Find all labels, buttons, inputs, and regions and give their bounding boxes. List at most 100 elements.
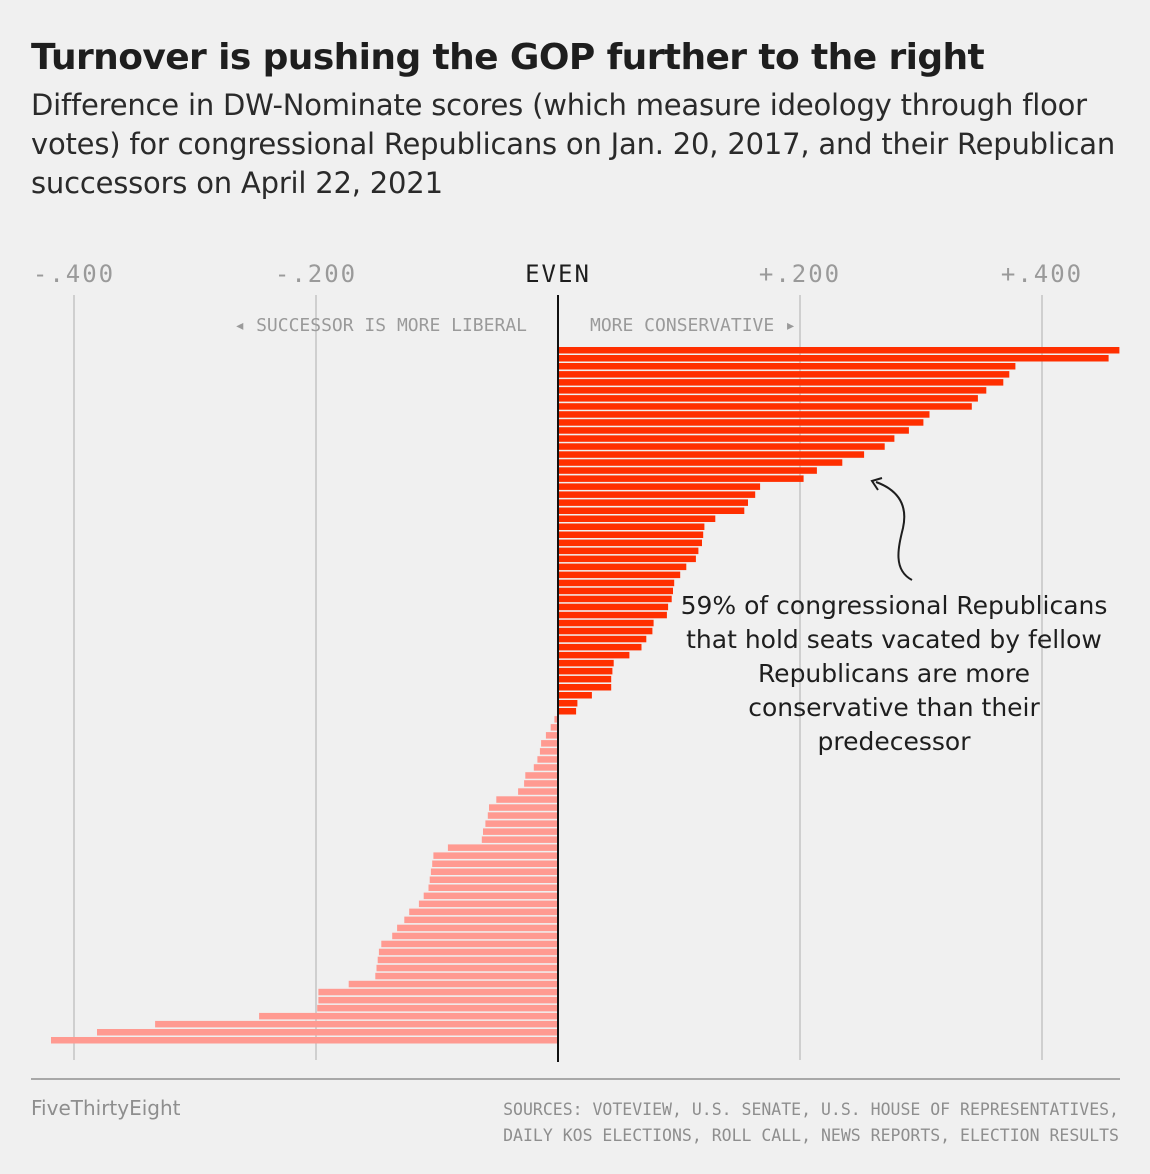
annotation-text: 59% of congressional Republicans that ho…: [680, 591, 1108, 756]
bar: [558, 443, 885, 450]
bar: [558, 411, 930, 418]
bar: [397, 924, 558, 932]
bar: [418, 900, 559, 908]
bar: [558, 667, 613, 675]
bar: [558, 475, 804, 482]
bar: [558, 635, 647, 643]
bar: [558, 451, 865, 458]
bar: [558, 387, 987, 394]
bar: [558, 355, 1109, 362]
bar: [558, 515, 716, 522]
sources-note: SOURCES: VOTEVIEW, U.S. SENATE, U.S. HOU…: [419, 1097, 1119, 1149]
bar: [375, 972, 558, 980]
bar: [558, 523, 705, 530]
bar: [541, 740, 558, 747]
x-tick-label: EVEN: [525, 260, 591, 288]
bar: [433, 852, 558, 859]
bar: [259, 1012, 558, 1020]
bar: [558, 347, 1120, 354]
bar: [558, 619, 654, 627]
bar: [518, 788, 558, 795]
bar: [409, 908, 558, 916]
bar: [558, 708, 577, 715]
bar: [485, 820, 558, 827]
bar: [558, 531, 704, 538]
bar: [483, 828, 558, 835]
bar: [537, 756, 558, 763]
bar: [558, 692, 592, 699]
direction-label-conservative: MORE CONSERVATIVE ▸: [590, 315, 796, 336]
bar: [558, 675, 612, 683]
bar: [481, 836, 558, 843]
bar: [381, 940, 558, 948]
bar: [558, 571, 681, 579]
bar: [558, 507, 745, 514]
bar: [423, 892, 558, 900]
bar: [545, 732, 558, 739]
bar: [558, 627, 653, 635]
bar: [558, 459, 843, 466]
x-tick-label: +.400: [1001, 260, 1083, 288]
bar: [558, 555, 696, 563]
bar: [489, 804, 558, 811]
bar: [558, 547, 699, 555]
bar: [558, 611, 667, 619]
bar: [348, 980, 558, 988]
bar: [558, 403, 972, 410]
bar: [533, 764, 558, 771]
bar: [558, 700, 578, 707]
bar: [558, 371, 1010, 378]
bar: [155, 1020, 558, 1028]
chart-title: Turnover is pushing the GOP further to t…: [31, 37, 985, 78]
bar: [558, 684, 612, 691]
footer-divider: [31, 1078, 1120, 1080]
direction-label-liberal: ◂ SUCCESSOR IS MORE LIBERAL: [234, 315, 527, 336]
bar: [432, 860, 558, 867]
x-tick-label: -.400: [33, 260, 115, 288]
bar: [558, 651, 630, 659]
gridlines: [73, 295, 1043, 1060]
bar: [554, 716, 558, 723]
bar: [317, 1004, 558, 1012]
bar: [487, 812, 558, 819]
bar: [496, 796, 558, 803]
brand-logo-text: FiveThirtyEight: [31, 1096, 181, 1120]
sources-line-2: DAILY KOS ELECTIONS, ROLL CALL, NEWS REP…: [503, 1126, 1119, 1145]
bar: [558, 643, 642, 651]
bar: [525, 772, 558, 779]
bar: [97, 1029, 558, 1036]
bar: [558, 379, 1004, 386]
bar: [558, 419, 924, 426]
chart-subtitle: Difference in DW-Nominate scores (which …: [31, 88, 1116, 200]
bar: [539, 748, 558, 755]
bar: [376, 964, 558, 972]
bar: [558, 595, 672, 603]
bar: [558, 467, 817, 474]
x-tick-label: -.200: [275, 260, 357, 288]
bar: [378, 948, 558, 956]
bar: [550, 724, 558, 731]
bar: [558, 579, 675, 587]
bar: [318, 996, 558, 1004]
bar: [558, 363, 1016, 370]
x-axis-ticks: -.400 -.200 EVEN +.200 +.400: [33, 260, 1083, 288]
bar: [558, 395, 978, 402]
bar: [558, 427, 909, 434]
bar: [558, 563, 687, 571]
bar: [558, 659, 614, 667]
bar: [558, 483, 761, 490]
bar: [377, 956, 558, 964]
bar: [404, 916, 558, 924]
bar: [51, 1037, 558, 1044]
bar: [392, 932, 558, 940]
sources-line-1: SOURCES: VOTEVIEW, U.S. SENATE, U.S. HOU…: [503, 1100, 1119, 1119]
bar: [447, 844, 558, 851]
bar: [428, 884, 558, 891]
bar: [429, 876, 558, 883]
annotation-arrow: [870, 477, 913, 581]
bar: [558, 491, 756, 498]
bar: [524, 780, 558, 787]
bar: [558, 435, 895, 442]
bars: [51, 347, 1120, 1044]
